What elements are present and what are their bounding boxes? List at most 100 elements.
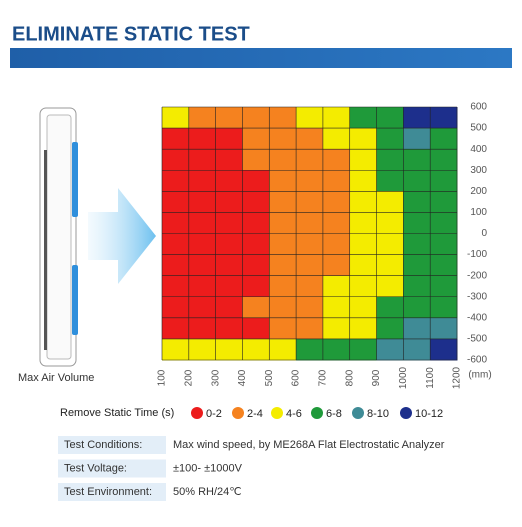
info-label-bg (58, 459, 166, 478)
y-tick-label: -200 (467, 270, 487, 281)
contour-cell (296, 296, 324, 319)
contour-cell (349, 191, 378, 213)
contour-cell (376, 338, 404, 361)
contour-cell (403, 254, 431, 277)
contour-cell (162, 275, 190, 298)
y-tick-label: 100 (470, 207, 487, 218)
device (39, 107, 78, 367)
contour-cell (322, 107, 351, 129)
contour-cell (269, 296, 297, 319)
contour-cell (269, 107, 297, 129)
contour-cell (296, 338, 324, 361)
contour-cell (188, 275, 217, 298)
contour-cell (188, 254, 217, 277)
x-tick-label: 900 (371, 369, 382, 386)
y-tick-label: -100 (467, 249, 487, 260)
contour-cell (296, 149, 324, 171)
contour-cell (215, 233, 243, 256)
contour-cell (188, 128, 217, 150)
contour-cell (403, 275, 431, 298)
contour-cell (269, 317, 297, 340)
contour-cell (162, 191, 190, 213)
contour-cell (296, 317, 324, 340)
contour-cell (188, 107, 217, 129)
contour-cell (269, 212, 297, 234)
contour-cell (162, 170, 190, 192)
contour-cell (242, 128, 270, 150)
contour-cell (430, 149, 458, 171)
contour-cell (215, 107, 243, 129)
x-tick-label: 1200 (452, 366, 463, 389)
contour-cell (296, 233, 324, 256)
contour-cell (162, 338, 190, 361)
info-label: Test Voltage: (64, 462, 127, 474)
contour-cell (296, 128, 324, 150)
contour-cell (322, 233, 351, 256)
contour-cell (188, 191, 217, 213)
contour-cell (349, 338, 378, 361)
contour-cell (188, 338, 217, 361)
info-value: Max wind speed, by ME268A Flat Electrost… (173, 439, 445, 451)
contour-cell (162, 233, 190, 256)
contour-cell (322, 149, 351, 171)
y-tick-label: -300 (467, 291, 487, 302)
contour-cell (430, 254, 458, 277)
contour-cell (269, 275, 297, 298)
contour-cell (242, 254, 270, 277)
contour-cell (215, 170, 243, 192)
y-tick-label: 500 (470, 123, 487, 134)
contour-cell (215, 317, 243, 340)
contour-cell (322, 212, 351, 234)
legend-swatch (400, 407, 412, 419)
contour-cell (349, 149, 378, 171)
contour-cell (242, 317, 270, 340)
contour-cell (162, 317, 190, 340)
y-tick-label: -500 (467, 334, 487, 345)
contour-cell (349, 128, 378, 150)
x-tick-label: 400 (237, 369, 248, 386)
contour-cell (349, 212, 378, 234)
x-tick-label: 800 (344, 369, 355, 386)
contour-cell (430, 296, 458, 319)
contour-cell (188, 149, 217, 171)
contour-cell (376, 233, 404, 256)
x-tick-label: 500 (264, 369, 275, 386)
contour-cell (376, 212, 404, 234)
contour-cell (215, 212, 243, 234)
contour-cell (430, 212, 458, 234)
contour-cell (215, 338, 243, 361)
page-title: ELIMINATE STATIC TEST (12, 23, 250, 45)
y-tick-label: 0 (481, 228, 487, 239)
info-label: Test Conditions: (64, 439, 142, 451)
contour-cell (242, 212, 270, 234)
contour-cell (403, 170, 431, 192)
y-tick-label: 300 (470, 165, 487, 176)
contour-cell (242, 296, 270, 319)
contour-cell (403, 191, 431, 213)
contour-cell (162, 212, 190, 234)
contour-cell (188, 317, 217, 340)
contour-cell (430, 338, 458, 361)
contour-cell (269, 128, 297, 150)
contour-cell (269, 233, 297, 256)
contour-cell (269, 170, 297, 192)
contour-cell (188, 296, 217, 319)
contour-cell (376, 191, 404, 213)
contour-cell (242, 149, 270, 171)
contour-cell (430, 275, 458, 298)
contour-cell (430, 233, 458, 256)
x-tick-label: 100 (157, 369, 168, 386)
contour-cell (349, 275, 378, 298)
legend-swatch (311, 407, 323, 419)
contour-cell (376, 296, 404, 319)
x-tick-label: 200 (183, 369, 194, 386)
contour-cell (376, 128, 404, 150)
contour-cell (269, 338, 297, 361)
info-value: 50% RH/24℃ (173, 486, 242, 498)
contour-cell (322, 170, 351, 192)
x-unit: (mm) (468, 370, 491, 381)
device-label: Max Air Volume (18, 372, 94, 384)
y-tick-label: 200 (470, 186, 487, 197)
contour-cell (430, 317, 458, 340)
